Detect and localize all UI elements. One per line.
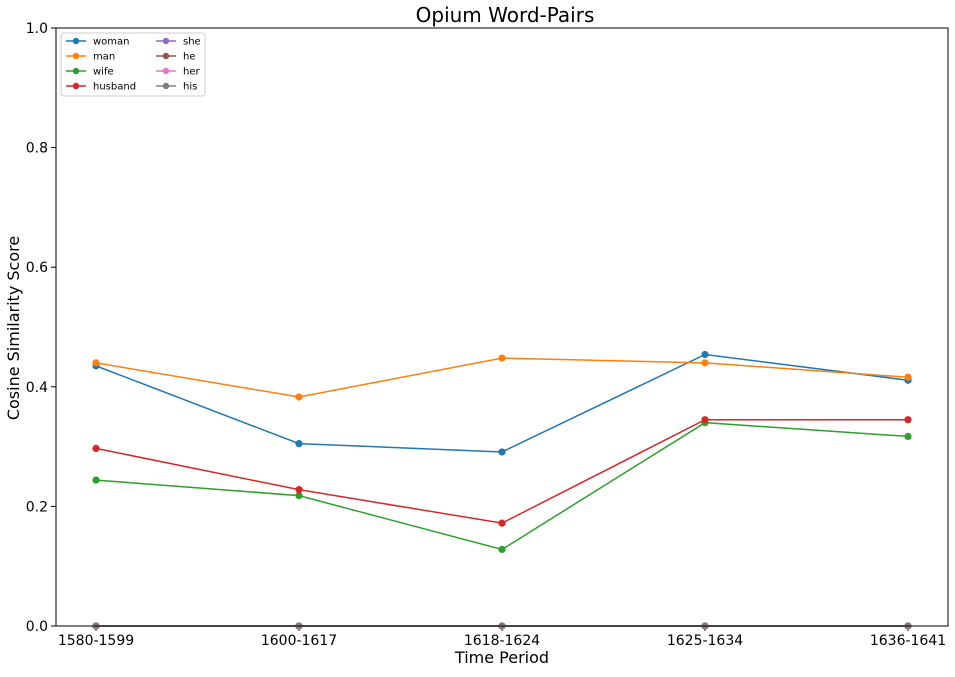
x-tick-label: 1580-1599 [58,633,134,649]
y-tick-label: 0.8 [26,141,48,157]
legend-swatch-marker [162,82,170,90]
x-tick-label: 1618-1624 [464,633,540,649]
y-tick-label: 1.0 [26,21,48,37]
chart-title: Opium Word-Pairs [416,3,595,27]
data-point-woman [701,350,709,359]
legend-label-his: his [183,82,197,93]
data-point-woman [498,448,506,456]
data-point-wife [295,492,303,500]
legend-swatch-marker [162,37,170,45]
data-point-man [295,393,303,401]
data-point-husband [295,486,303,494]
plot-background [56,28,948,626]
x-tick-label: 1636-1641 [870,633,946,649]
legend-swatch-marker [72,82,80,90]
x-tick-label: 1600-1617 [261,633,337,649]
data-point-man [904,373,912,381]
legend-label-man: man [93,52,115,63]
y-tick-label: 0.2 [26,499,48,515]
axes-frame [55,27,949,627]
y-tick-label: 0.0 [26,619,48,635]
legend-label-woman: woman [93,37,130,48]
legend-swatch-marker [162,52,170,60]
legend-label-her: her [183,67,200,78]
legend-swatch-marker [162,67,170,75]
legend-label-husband: husband [93,82,136,93]
legend-label-wife: wife [93,67,114,78]
data-point-husband [904,416,912,424]
data-point-wife [498,545,506,554]
y-tick-label: 0.6 [26,260,48,276]
legend-box [60,32,206,97]
data-point-man [498,354,506,362]
legend-label-he: he [183,52,196,63]
data-point-husband [701,416,709,424]
data-point-woman [295,440,303,448]
legend-swatch-marker [72,37,80,45]
data-point-man [701,359,709,367]
x-tick-label: 1625-1634 [667,633,743,649]
data-point-wife [92,476,100,484]
data-point-man [92,359,100,367]
data-point-husband [498,519,506,527]
data-point-husband [92,444,100,452]
legend: woman man wife husband she he her his [60,32,206,97]
plot-area: 0.0 0.2 0.4 0.6 0.8 1.0 1580-1599 1600-1617 1618… [26,21,949,649]
y-axis-label: Cosine Similarity Score [4,236,23,420]
legend-swatch-marker [72,52,80,60]
y-tick-label: 0.4 [26,380,48,396]
x-axis-label: Time Period [454,648,549,667]
data-point-wife [904,432,912,441]
legend-label-she: she [183,37,201,48]
legend-swatch-marker [72,67,80,75]
